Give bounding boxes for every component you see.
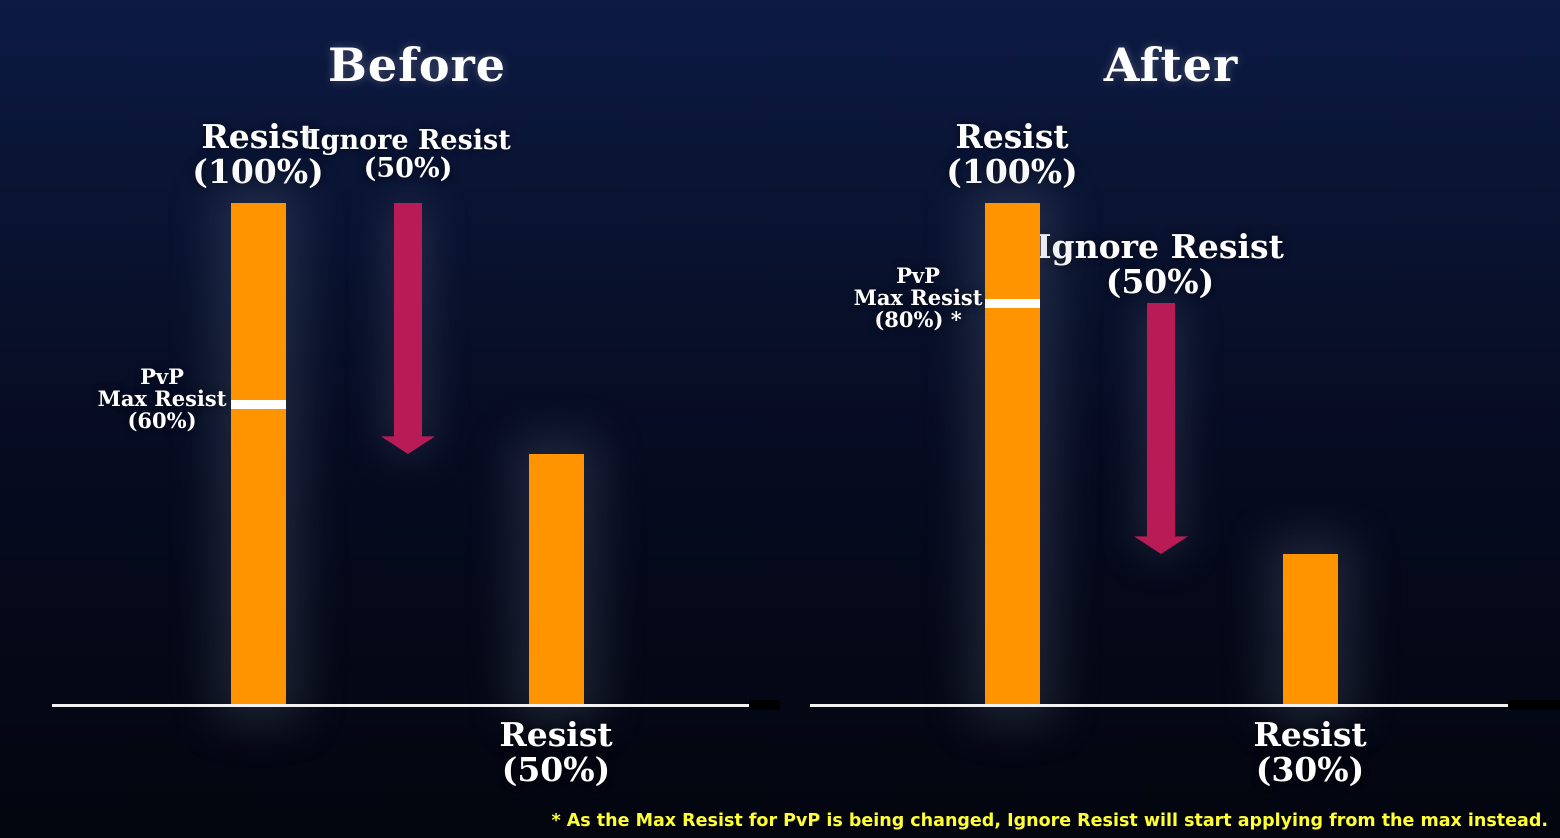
bar-label-resist-full: Resist (100%) xyxy=(912,117,1112,191)
arrow-label-text: Ignore Resist xyxy=(1036,227,1284,266)
bar-label-text: Resist xyxy=(955,117,1069,156)
arrow-label-value: (50%) xyxy=(363,153,453,185)
bar-label-value: (100%) xyxy=(192,151,324,191)
marker-label-line3: (60%) xyxy=(127,407,197,433)
pvp-max-resist-label: PvP Max Resist (60%) xyxy=(92,363,232,433)
chart-before: Before Resist (100%) Ignore Resist (50%)… xyxy=(52,38,780,789)
marker-label-line3: (80%) * xyxy=(874,307,962,333)
bar-resist-full xyxy=(985,203,1040,705)
x-axis-segment xyxy=(749,700,780,710)
bar-label-resist-full: Resist (100%) xyxy=(158,117,358,191)
marker-label-line2: Max Resist xyxy=(853,285,983,311)
bar-resist-result xyxy=(1283,554,1338,705)
x-axis-line xyxy=(810,704,1508,707)
arrow-label-value: (50%) xyxy=(1105,261,1215,301)
bar-resist-full xyxy=(231,203,286,705)
pvp-max-resist-marker xyxy=(985,299,1040,309)
ignore-resist-arrow xyxy=(1134,303,1188,555)
bar-label-value: (100%) xyxy=(946,151,1078,191)
footnote: * As the Max Resist for PvP is being cha… xyxy=(551,811,1549,831)
bar-label-text: Resist xyxy=(1253,715,1367,754)
bar-label-text: Resist xyxy=(499,715,613,754)
arrow-label-ignore-resist: Ignore Resist (50%) xyxy=(1030,227,1290,301)
bar-resist-result xyxy=(529,454,584,705)
bar-label-value: (50%) xyxy=(501,749,611,789)
ignore-resist-arrow xyxy=(381,203,435,454)
arrow-label-ignore-resist: Ignore Resist (50%) xyxy=(308,125,511,185)
marker-label-line1: PvP xyxy=(896,263,940,289)
marker-label-line2: Max Resist xyxy=(97,385,227,411)
chart-title: After xyxy=(1103,38,1239,92)
bar-label-value: (30%) xyxy=(1255,749,1365,789)
arrow-label-text: Ignore Resist xyxy=(308,125,511,156)
x-axis-line xyxy=(52,704,749,707)
chart-after: After Resist (100%) Ignore Resist (50%) … xyxy=(780,0,1560,838)
pvp-max-resist-marker xyxy=(231,399,286,409)
pvp-max-resist-label: PvP Max Resist (80%) * xyxy=(848,265,988,331)
chart-title: Before xyxy=(327,38,507,92)
marker-label-line1: PvP xyxy=(140,363,184,389)
bar-label-text: Resist xyxy=(201,117,315,156)
x-axis-segment xyxy=(1508,700,1560,710)
bar-label-resist-result: Resist (30%) xyxy=(1210,715,1410,789)
bar-label-resist-result: Resist (50%) xyxy=(456,715,656,789)
